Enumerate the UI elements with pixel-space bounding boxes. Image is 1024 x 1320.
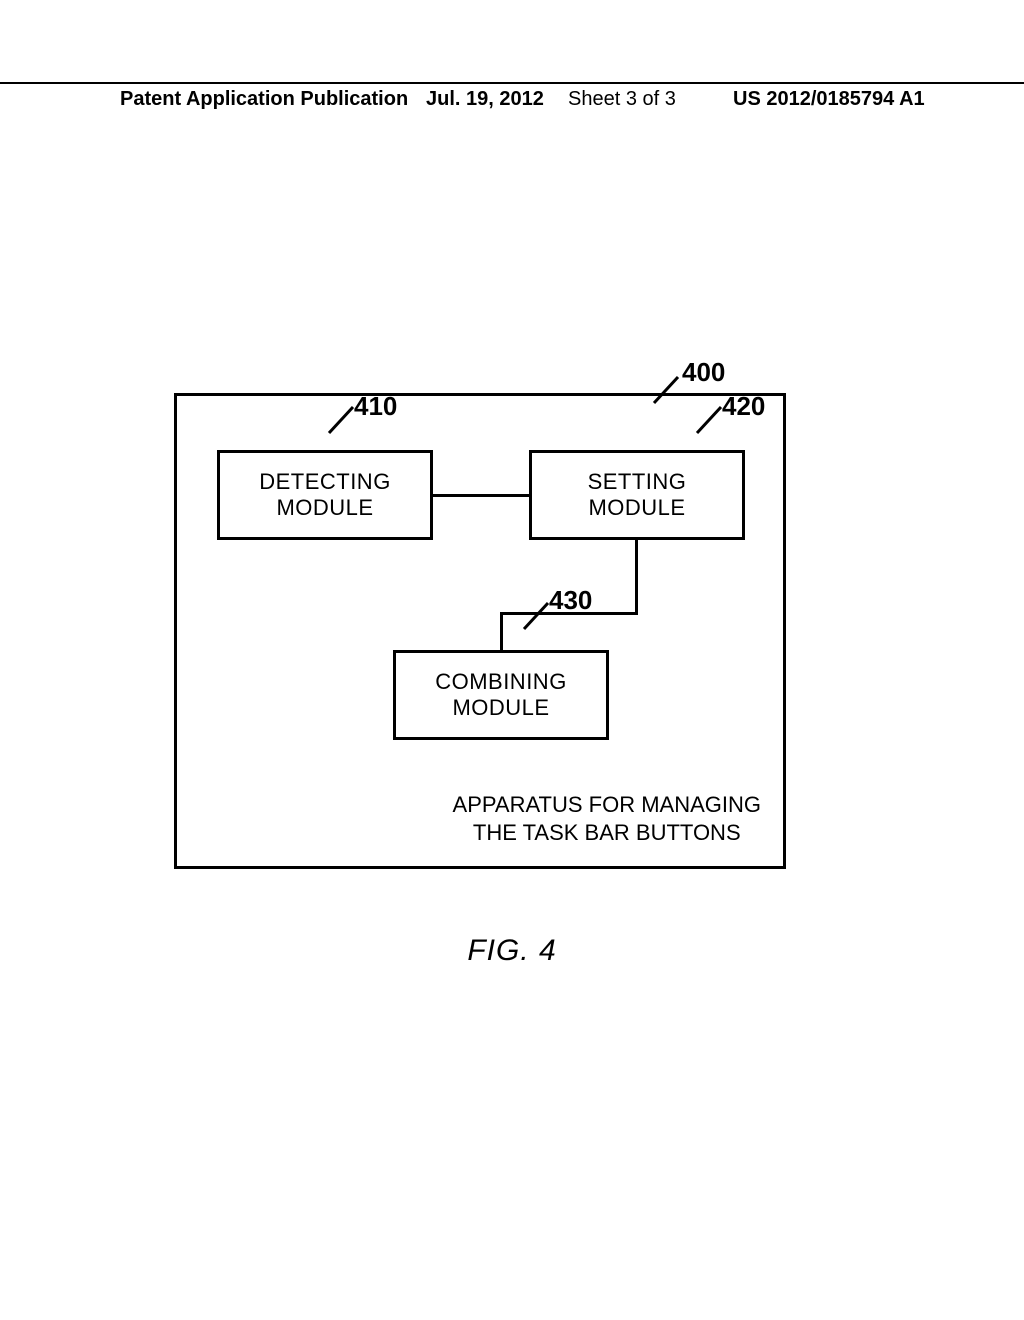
- combining-module-line2: MODULE: [452, 695, 549, 721]
- leader-line-410-icon: [325, 401, 361, 437]
- leader-line-430-icon: [520, 597, 556, 633]
- setting-module-line1: SETTING: [588, 469, 687, 495]
- connector-detecting-setting: [433, 494, 529, 497]
- connector-setting-down: [635, 540, 638, 612]
- publication-number: US 2012/0185794 A1: [733, 88, 925, 111]
- sheet-number: Sheet 3 of 3: [568, 88, 676, 111]
- detecting-module-line2: MODULE: [276, 495, 373, 521]
- leader-line-420-icon: [693, 401, 729, 437]
- combining-module-box: COMBINING MODULE: [393, 650, 609, 740]
- connector-elbow-to-combining: [500, 612, 503, 650]
- figure-caption: FIG. 4: [0, 934, 1024, 968]
- leader-line-400-icon: [650, 371, 686, 407]
- apparatus-label: APPARATUS FOR MANAGING THE TASK BAR BUTT…: [453, 791, 761, 848]
- apparatus-label-line2: THE TASK BAR BUTTONS: [453, 819, 761, 848]
- publication-label: Patent Application Publication: [120, 88, 408, 111]
- header-rule: [0, 82, 1024, 84]
- apparatus-label-line1: APPARATUS FOR MANAGING: [453, 791, 761, 820]
- setting-module-box: SETTING MODULE: [529, 450, 745, 540]
- detecting-module-line1: DETECTING: [259, 469, 391, 495]
- block-diagram: DETECTING MODULE SETTING MODULE COMBININ…: [174, 363, 786, 869]
- apparatus-container-box: DETECTING MODULE SETTING MODULE COMBININ…: [174, 393, 786, 869]
- combining-module-line1: COMBINING: [435, 669, 567, 695]
- detecting-module-box: DETECTING MODULE: [217, 450, 433, 540]
- setting-module-line2: MODULE: [588, 495, 685, 521]
- publication-date: Jul. 19, 2012: [426, 88, 544, 111]
- ref-number-400: 400: [682, 357, 725, 388]
